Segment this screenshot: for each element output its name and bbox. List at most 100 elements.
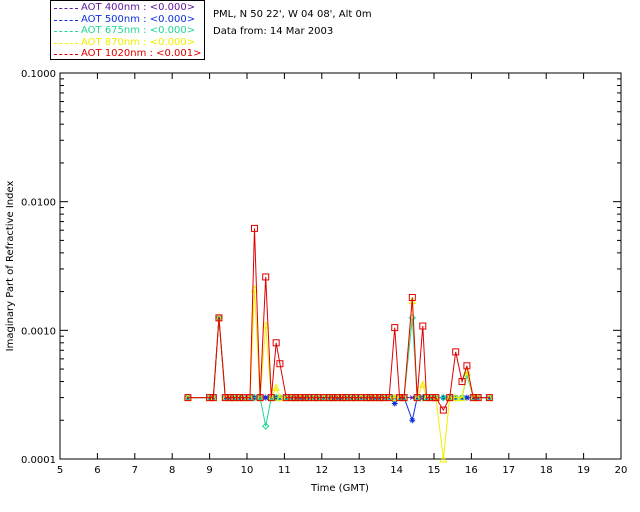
- series-line: [187, 288, 490, 460]
- data-point: [439, 393, 448, 402]
- data-point: [334, 394, 342, 402]
- data-point: [485, 394, 493, 402]
- x-tick-label: 12: [315, 465, 328, 476]
- data-point: [409, 417, 416, 424]
- x-tick-label: 13: [353, 465, 366, 476]
- x-tick-label: 9: [206, 465, 212, 476]
- series-line: [187, 317, 490, 399]
- plot-frame: [59, 72, 622, 460]
- data-point: [452, 348, 460, 356]
- x-tick-label: 16: [465, 465, 478, 476]
- x-tick-label: 18: [540, 465, 553, 476]
- data-point: [209, 394, 217, 402]
- legend-line-icon: [54, 42, 78, 44]
- y-axis-label: Imaginary Part of Refractive Index: [5, 181, 16, 352]
- data-point: [250, 224, 258, 232]
- legend-entry: AOT 400nm : <0.000>: [51, 2, 204, 14]
- series-line: [187, 317, 490, 423]
- data-point: [409, 395, 415, 400]
- data-point: [250, 393, 259, 402]
- legend-label: AOT 500nm : <0.000>: [81, 13, 196, 25]
- y-tick-label: 0.0001: [21, 455, 56, 466]
- x-tick-label: 14: [390, 465, 403, 476]
- data-point: [413, 394, 421, 402]
- data-point: [363, 394, 371, 402]
- data-point: [348, 394, 356, 402]
- legend-entry: AOT 500nm : <0.000>: [51, 14, 204, 26]
- data-point: [226, 394, 234, 402]
- data-point: [463, 362, 471, 370]
- data-point: [458, 378, 466, 386]
- data-point: [215, 314, 223, 322]
- legend-line-icon: [54, 31, 78, 33]
- series-line: [187, 317, 490, 427]
- station-info: PML, N 50 22', W 04 08', Alt 0m: [213, 9, 372, 20]
- y-tick-label: 0.0010: [21, 326, 56, 337]
- data-point: [329, 394, 337, 402]
- data-point: [419, 322, 427, 330]
- legend-line-icon: [54, 54, 78, 56]
- data-point: [261, 320, 270, 329]
- data-point: [301, 394, 309, 402]
- x-tick-label: 5: [57, 465, 63, 476]
- data-point: [221, 394, 229, 402]
- legend-entry: AOT 1020nm : <0.001>: [51, 48, 204, 60]
- data-point: [391, 324, 399, 332]
- x-tick-label: 11: [278, 465, 291, 476]
- legend-entry: AOT 675nm : <0.000>: [51, 25, 204, 37]
- data-point: [391, 400, 398, 407]
- date-info: Data from: 14 Mar 2003: [213, 26, 334, 37]
- data-point: [292, 394, 300, 402]
- data-point: [276, 360, 284, 368]
- data-point: [400, 394, 408, 402]
- data-point: [246, 394, 254, 402]
- legend-label: AOT 870nm : <0.000>: [81, 36, 196, 48]
- data-point: [325, 394, 333, 402]
- legend-label: AOT 1020nm : <0.001>: [81, 48, 202, 60]
- x-tick-label: 6: [94, 465, 100, 476]
- data-point: [239, 394, 247, 402]
- data-point: [408, 293, 416, 301]
- tick-group: 5 6 7 8 9 10 11 12 13 14 15 16 17 18 19 20 0.0001 0.0010 0…: [21, 69, 627, 476]
- data-point: [296, 394, 304, 402]
- x-tick-label: 15: [428, 465, 441, 476]
- series-group: [184, 224, 494, 463]
- data-point: [385, 394, 393, 402]
- data-point: [267, 394, 275, 402]
- data-point: [338, 394, 346, 402]
- data-point: [469, 394, 477, 402]
- x-tick-label: 20: [615, 465, 628, 476]
- data-point: [428, 394, 436, 402]
- legend-line-icon: [54, 19, 78, 21]
- data-point: [371, 394, 379, 402]
- data-point: [261, 422, 270, 430]
- data-point: [366, 394, 374, 402]
- data-point: [474, 394, 482, 402]
- x-tick-label: 17: [502, 465, 515, 476]
- legend-label: AOT 675nm : <0.000>: [81, 25, 196, 37]
- y-tick-label: 0.0100: [21, 198, 56, 209]
- data-point: [288, 394, 296, 402]
- data-point: [439, 406, 447, 414]
- data-point: [432, 394, 440, 402]
- data-point: [376, 394, 384, 402]
- data-point: [206, 394, 214, 402]
- y-tick-label: 0.1000: [21, 69, 56, 80]
- data-point: [236, 394, 244, 402]
- legend: AOT 400nm : <0.000> AOT 500nm : <0.000> AO…: [50, 0, 205, 60]
- data-point: [184, 394, 192, 402]
- legend-line-icon: [54, 8, 78, 9]
- data-point: [451, 393, 460, 402]
- data-point: [272, 339, 280, 347]
- x-tick-label: 8: [169, 465, 175, 476]
- data-point: [276, 393, 284, 402]
- data-point: [256, 394, 264, 402]
- x-axis-label: Time (GMT): [310, 483, 369, 494]
- data-point: [396, 394, 404, 402]
- data-point: [458, 393, 466, 402]
- data-point: [418, 380, 427, 388]
- x-tick-label: 10: [241, 465, 254, 476]
- x-tick-label: 7: [132, 465, 138, 476]
- data-point: [272, 383, 280, 391]
